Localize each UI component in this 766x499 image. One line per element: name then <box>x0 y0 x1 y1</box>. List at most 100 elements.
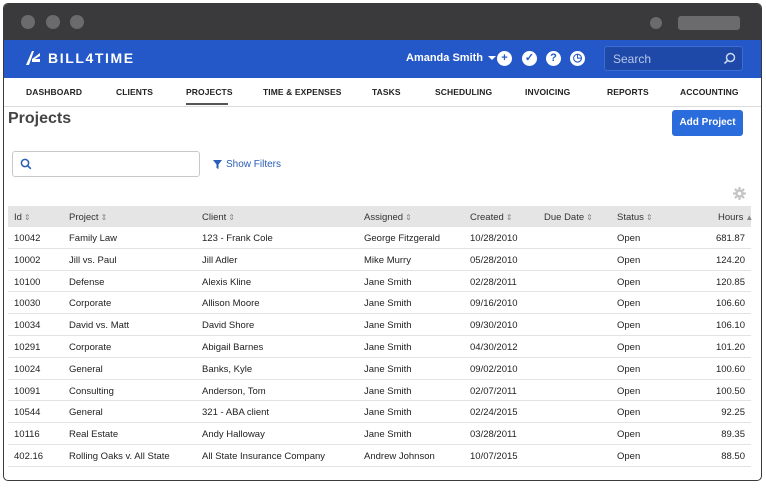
column-label: Created <box>470 212 504 223</box>
nav-invoicing[interactable]: INVOICING <box>525 87 571 97</box>
cell-assigned: Jane Smith <box>364 276 412 288</box>
cell-id: 10002 <box>14 254 41 266</box>
cell-id: 10042 <box>14 233 41 244</box>
table-row[interactable]: 10100 Defense Alexis Kline Jane Smith 02/28/… <box>8 271 751 293</box>
main-nav: DASHBOARD CLIENTS PROJECTS TIME & EXPENS… <box>4 78 761 107</box>
column-label: Hours <box>718 212 744 223</box>
top-bar: BILL4TIME Amanda Smith + ✓ ? ◷ Search <box>4 40 761 78</box>
cell-hours: 89.35 <box>721 429 745 441</box>
nav-accounting[interactable]: ACCOUNTING <box>680 87 739 97</box>
search-input[interactable]: Search <box>604 46 743 71</box>
cell-client: Abigail Barnes <box>202 341 264 353</box>
nav-dashboard[interactable]: DASHBOARD <box>26 87 83 97</box>
logo[interactable]: BILL4TIME <box>24 49 135 67</box>
table-row[interactable]: 10030 Corporate Allison Moore Jane Smith 09/… <box>8 292 751 315</box>
cell-assigned: Jane Smith <box>364 407 412 419</box>
show-filters-link[interactable]: Show Filters <box>213 159 281 170</box>
cell-assigned: Mike Murry <box>364 254 411 266</box>
projects-table: Id ⇕ Project ⇕ Client ⇕ Assigned ⇕ Created ⇕ … <box>8 206 753 467</box>
plus-icon[interactable]: + <box>497 51 512 66</box>
column-header-created[interactable]: Created ⇕ <box>470 212 513 223</box>
cell-id: 402.16 <box>14 450 44 462</box>
cell-project: Consulting <box>69 385 114 397</box>
cell-assigned: Jane Smith <box>364 363 412 375</box>
logo-text: BILL4TIME <box>48 50 135 66</box>
clock-icon[interactable]: ◷ <box>570 51 585 66</box>
project-search-input[interactable] <box>12 151 200 177</box>
cell-hours: 101.20 <box>715 341 745 353</box>
cell-hours: 100.50 <box>715 385 745 397</box>
cell-project: General <box>69 407 103 419</box>
cell-created: 02/07/2011 <box>470 385 517 397</box>
cell-id: 10034 <box>14 320 41 332</box>
cell-project: Jill vs. Paul <box>69 254 117 266</box>
cell-assigned: Jane Smith <box>364 385 412 397</box>
cell-status: Open <box>617 363 641 375</box>
cell-assigned: Jane Smith <box>364 341 412 353</box>
cell-hours: 106.10 <box>715 320 745 332</box>
chrome-indicator-dot <box>650 17 662 29</box>
window-chrome <box>4 4 761 40</box>
sort-icon: ⇕ <box>23 213 31 222</box>
cell-project: Rolling Oaks v. All State <box>69 450 170 462</box>
cell-assigned: Jane Smith <box>364 320 412 332</box>
nav-tasks[interactable]: TASKS <box>372 87 401 97</box>
cell-status: Open <box>617 276 641 288</box>
window-zoom-dot[interactable] <box>70 15 84 29</box>
cell-hours: 681.87 <box>715 233 745 244</box>
column-header-id[interactable]: Id ⇕ <box>14 212 31 223</box>
nav-reports[interactable]: REPORTS <box>607 87 649 97</box>
table-row[interactable]: 10002 Jill vs. Paul Jill Adler Mike Murry 05… <box>8 249 751 271</box>
chevron-down-icon <box>488 56 497 60</box>
table-row[interactable]: 10042 Family Law 123 - Frank Cole George Fi… <box>8 227 751 249</box>
search-icon <box>20 158 32 170</box>
column-header-status[interactable]: Status ⇕ <box>617 212 653 223</box>
cell-id: 10116 <box>14 429 40 441</box>
user-name: Amanda Smith <box>406 52 484 64</box>
table-row[interactable]: 10544 General 321 - ABA client Jane Smith 02… <box>8 401 751 424</box>
column-header-client[interactable]: Client ⇕ <box>202 212 235 223</box>
nav-scheduling[interactable]: SCHEDULING <box>435 87 493 97</box>
nav-projects[interactable]: PROJECTS <box>186 87 233 97</box>
cell-created: 02/24/2015 <box>470 407 518 419</box>
window-minimize-dot[interactable] <box>46 15 60 29</box>
help-icon[interactable]: ? <box>546 51 561 66</box>
cell-client: Anderson, Tom <box>202 385 266 397</box>
column-header-due-date[interactable]: Due Date ⇕ <box>544 212 593 223</box>
add-project-button[interactable]: Add Project <box>672 110 743 136</box>
chrome-pill <box>678 16 740 30</box>
cell-project: Family Law <box>69 233 118 244</box>
sort-icon: ⇕ <box>645 213 653 222</box>
window-close-dot[interactable] <box>21 15 35 29</box>
gear-icon[interactable] <box>733 187 746 200</box>
cell-id: 10091 <box>14 385 41 397</box>
cell-assigned: Andrew Johnson <box>364 450 435 462</box>
table-row[interactable]: 10291 Corporate Abigail Barnes Jane Smith 04… <box>8 336 751 358</box>
sort-icon: ⇕ <box>505 213 513 222</box>
cell-status: Open <box>617 429 641 441</box>
cell-hours: 124.20 <box>715 254 745 266</box>
table-body: 10042 Family Law 123 - Frank Cole George Fi… <box>8 227 751 467</box>
cell-project: David vs. Matt <box>69 320 130 332</box>
nav-clients[interactable]: CLIENTS <box>116 87 154 97</box>
table-row[interactable]: 10024 General Banks, Kyle Jane Smith 09/02/2… <box>8 358 751 380</box>
cell-created: 02/28/2011 <box>470 276 517 288</box>
nav-time-expenses[interactable]: TIME & EXPENSES <box>263 87 342 97</box>
column-label: Client <box>202 212 227 223</box>
cell-created: 10/07/2015 <box>470 450 518 462</box>
check-icon[interactable]: ✓ <box>522 51 537 66</box>
cell-hours: 92.25 <box>721 407 745 419</box>
search-icon[interactable] <box>723 52 736 65</box>
table-row[interactable]: 10091 Consulting Anderson, Tom Jane Smith 02… <box>8 380 751 402</box>
table-row[interactable]: 10034 David vs. Matt David Shore Jane Smith… <box>8 314 751 336</box>
cell-created: 09/02/2010 <box>470 363 518 375</box>
cell-assigned: Jane Smith <box>364 298 412 310</box>
column-header-assigned[interactable]: Assigned ⇕ <box>364 212 412 223</box>
column-header-hours[interactable]: Hours ▲ <box>718 212 753 223</box>
table-row[interactable]: 10116 Real Estate Andy Halloway Jane Smith 0… <box>8 423 751 445</box>
cell-client: David Shore <box>202 320 255 332</box>
table-row[interactable]: 402.16 Rolling Oaks v. All State All State… <box>8 445 751 467</box>
cell-hours: 88.50 <box>721 450 745 462</box>
user-menu[interactable]: Amanda Smith <box>406 52 497 64</box>
column-header-project[interactable]: Project ⇕ <box>69 212 107 223</box>
